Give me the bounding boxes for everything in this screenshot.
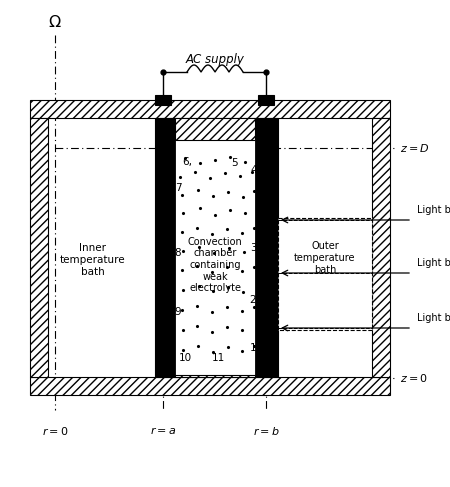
Text: 3: 3: [250, 243, 256, 253]
Text: 6,: 6,: [182, 157, 192, 167]
Text: 7: 7: [175, 183, 181, 193]
Text: 5: 5: [232, 158, 238, 168]
Text: 8: 8: [175, 248, 181, 258]
Text: 1: 1: [250, 343, 256, 353]
Bar: [175, 140, 255, 375]
Text: 10: 10: [179, 353, 192, 363]
Text: 9: 9: [175, 307, 181, 317]
Bar: [175, 118, 255, 377]
Bar: [30, 100, 390, 118]
Bar: [30, 118, 48, 377]
Bar: [278, 218, 372, 330]
Text: $r=b$: $r=b$: [252, 425, 279, 437]
Text: Convection
chamber
containing
weak
electrolyte: Convection chamber containing weak elect…: [188, 237, 243, 293]
Text: $\Omega$: $\Omega$: [48, 14, 62, 30]
Bar: [30, 377, 390, 395]
Text: 11: 11: [212, 353, 225, 363]
Text: $r=a$: $r=a$: [150, 425, 176, 436]
Text: $z=D$: $z=D$: [400, 142, 430, 154]
Text: 4: 4: [251, 165, 257, 175]
Text: Light beam 1: Light beam 1: [417, 205, 450, 215]
Text: Light beam 3: Light beam 3: [417, 313, 450, 323]
Bar: [258, 95, 274, 105]
Text: Outer
temperature
bath: Outer temperature bath: [294, 242, 356, 275]
Text: AC supply: AC supply: [185, 54, 244, 67]
Bar: [372, 118, 390, 377]
Text: 2: 2: [250, 295, 256, 305]
Bar: [155, 118, 175, 377]
Bar: [175, 118, 255, 140]
Text: Light beam 2: Light beam 2: [417, 258, 450, 268]
Bar: [255, 118, 278, 377]
Bar: [155, 95, 171, 105]
Bar: [175, 375, 255, 377]
Text: $z=0$: $z=0$: [400, 372, 428, 384]
Text: $r=0$: $r=0$: [42, 425, 68, 437]
Text: Inner
temperature
bath: Inner temperature bath: [60, 244, 126, 277]
